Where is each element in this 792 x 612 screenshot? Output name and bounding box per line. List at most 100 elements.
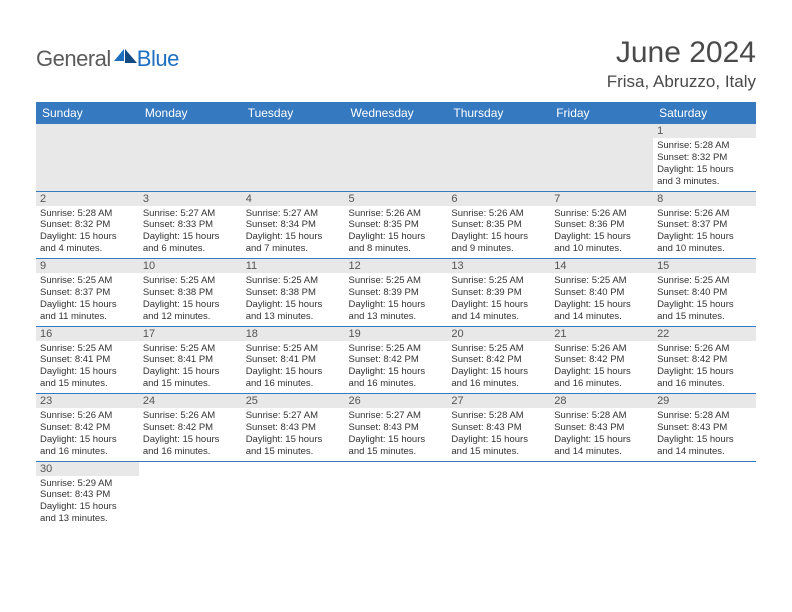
day-detail-row: Sunrise: 5:29 AMSunset: 8:43 PMDaylight:… — [36, 476, 756, 529]
daylight: Daylight: 15 hours and 11 minutes. — [40, 299, 135, 323]
sunset: Sunset: 8:43 PM — [451, 422, 546, 434]
day-detail: Sunrise: 5:25 AMSunset: 8:40 PMDaylight:… — [653, 273, 756, 326]
sunset: Sunset: 8:42 PM — [451, 354, 546, 366]
sunrise: Sunrise: 5:26 AM — [349, 208, 444, 220]
weekday-header-row: Sunday Monday Tuesday Wednesday Thursday… — [36, 102, 756, 124]
empty-cell — [139, 138, 242, 191]
day-number: 11 — [242, 259, 345, 274]
daylight: Daylight: 15 hours and 16 minutes. — [349, 366, 444, 390]
sunset: Sunset: 8:40 PM — [554, 287, 649, 299]
day-detail: Sunrise: 5:26 AMSunset: 8:42 PMDaylight:… — [653, 341, 756, 394]
empty-cell — [36, 138, 139, 191]
logo-triangle-icon — [114, 49, 124, 61]
day-number: 10 — [139, 259, 242, 274]
month-year: June 2024 — [607, 36, 756, 70]
day-detail: Sunrise: 5:26 AMSunset: 8:35 PMDaylight:… — [447, 206, 550, 259]
day-detail: Sunrise: 5:29 AMSunset: 8:43 PMDaylight:… — [36, 476, 139, 529]
sunrise: Sunrise: 5:26 AM — [451, 208, 546, 220]
daylight: Daylight: 15 hours and 15 minutes. — [40, 366, 135, 390]
sunrise: Sunrise: 5:26 AM — [554, 208, 649, 220]
day-number-row: 2345678 — [36, 191, 756, 206]
weekday-header: Sunday — [36, 102, 139, 124]
daylight: Daylight: 15 hours and 13 minutes. — [40, 501, 135, 525]
weekday-header: Friday — [550, 102, 653, 124]
sunrise: Sunrise: 5:25 AM — [40, 343, 135, 355]
empty-cell — [550, 476, 653, 529]
day-detail: Sunrise: 5:25 AMSunset: 8:40 PMDaylight:… — [550, 273, 653, 326]
day-detail: Sunrise: 5:28 AMSunset: 8:43 PMDaylight:… — [550, 408, 653, 461]
day-number: 27 — [447, 394, 550, 409]
day-detail: Sunrise: 5:25 AMSunset: 8:41 PMDaylight:… — [36, 341, 139, 394]
day-detail: Sunrise: 5:27 AMSunset: 8:43 PMDaylight:… — [345, 408, 448, 461]
sunrise: Sunrise: 5:26 AM — [657, 343, 752, 355]
day-detail: Sunrise: 5:27 AMSunset: 8:33 PMDaylight:… — [139, 206, 242, 259]
day-detail: Sunrise: 5:28 AMSunset: 8:43 PMDaylight:… — [447, 408, 550, 461]
sunset: Sunset: 8:43 PM — [246, 422, 341, 434]
sunrise: Sunrise: 5:25 AM — [40, 275, 135, 287]
empty-cell — [447, 124, 550, 138]
weekday-header: Wednesday — [345, 102, 448, 124]
daylight: Daylight: 15 hours and 14 minutes. — [657, 434, 752, 458]
sunrise: Sunrise: 5:29 AM — [40, 478, 135, 490]
day-detail: Sunrise: 5:28 AMSunset: 8:32 PMDaylight:… — [36, 206, 139, 259]
day-number: 13 — [447, 259, 550, 274]
logo-triangle-icon — [125, 49, 137, 63]
daylight: Daylight: 15 hours and 14 minutes. — [451, 299, 546, 323]
sunrise: Sunrise: 5:28 AM — [657, 140, 752, 152]
location: Frisa, Abruzzo, Italy — [607, 72, 756, 92]
daylight: Daylight: 15 hours and 15 minutes. — [143, 366, 238, 390]
day-detail: Sunrise: 5:25 AMSunset: 8:39 PMDaylight:… — [447, 273, 550, 326]
daylight: Daylight: 15 hours and 12 minutes. — [143, 299, 238, 323]
day-number: 26 — [345, 394, 448, 409]
day-detail: Sunrise: 5:28 AMSunset: 8:43 PMDaylight:… — [653, 408, 756, 461]
sunrise: Sunrise: 5:25 AM — [349, 343, 444, 355]
empty-cell — [242, 124, 345, 138]
day-number: 8 — [653, 191, 756, 206]
day-number: 30 — [36, 461, 139, 476]
day-number: 18 — [242, 326, 345, 341]
day-detail: Sunrise: 5:25 AMSunset: 8:41 PMDaylight:… — [139, 341, 242, 394]
daylight: Daylight: 15 hours and 13 minutes. — [349, 299, 444, 323]
sunset: Sunset: 8:35 PM — [451, 219, 546, 231]
empty-cell — [242, 461, 345, 476]
day-detail: Sunrise: 5:25 AMSunset: 8:38 PMDaylight:… — [139, 273, 242, 326]
sunset: Sunset: 8:35 PM — [349, 219, 444, 231]
day-number: 6 — [447, 191, 550, 206]
day-number: 28 — [550, 394, 653, 409]
sunset: Sunset: 8:42 PM — [143, 422, 238, 434]
sunset: Sunset: 8:42 PM — [554, 354, 649, 366]
day-number: 7 — [550, 191, 653, 206]
day-number: 19 — [345, 326, 448, 341]
day-number: 14 — [550, 259, 653, 274]
daylight: Daylight: 15 hours and 3 minutes. — [657, 164, 752, 188]
empty-cell — [139, 124, 242, 138]
day-detail: Sunrise: 5:25 AMSunset: 8:42 PMDaylight:… — [447, 341, 550, 394]
sunrise: Sunrise: 5:25 AM — [451, 275, 546, 287]
sunset: Sunset: 8:39 PM — [451, 287, 546, 299]
sunset: Sunset: 8:32 PM — [40, 219, 135, 231]
day-detail-row: Sunrise: 5:25 AMSunset: 8:41 PMDaylight:… — [36, 341, 756, 394]
sunset: Sunset: 8:43 PM — [554, 422, 649, 434]
daylight: Daylight: 15 hours and 15 minutes. — [657, 299, 752, 323]
day-number: 4 — [242, 191, 345, 206]
day-detail-row: Sunrise: 5:28 AMSunset: 8:32 PMDaylight:… — [36, 138, 756, 191]
logo: General Blue — [36, 46, 179, 72]
empty-cell — [447, 138, 550, 191]
calendar-table: Sunday Monday Tuesday Wednesday Thursday… — [36, 102, 756, 528]
daylight: Daylight: 15 hours and 14 minutes. — [554, 434, 649, 458]
day-number: 29 — [653, 394, 756, 409]
day-detail: Sunrise: 5:26 AMSunset: 8:42 PMDaylight:… — [139, 408, 242, 461]
sunrise: Sunrise: 5:25 AM — [143, 343, 238, 355]
empty-cell — [139, 476, 242, 529]
weekday-header: Tuesday — [242, 102, 345, 124]
daylight: Daylight: 15 hours and 13 minutes. — [246, 299, 341, 323]
day-detail: Sunrise: 5:26 AMSunset: 8:42 PMDaylight:… — [36, 408, 139, 461]
sunset: Sunset: 8:38 PM — [246, 287, 341, 299]
empty-cell — [653, 476, 756, 529]
sunrise: Sunrise: 5:25 AM — [246, 343, 341, 355]
sunset: Sunset: 8:39 PM — [349, 287, 444, 299]
daylight: Daylight: 15 hours and 16 minutes. — [143, 434, 238, 458]
empty-cell — [345, 124, 448, 138]
day-number: 23 — [36, 394, 139, 409]
sunset: Sunset: 8:34 PM — [246, 219, 341, 231]
